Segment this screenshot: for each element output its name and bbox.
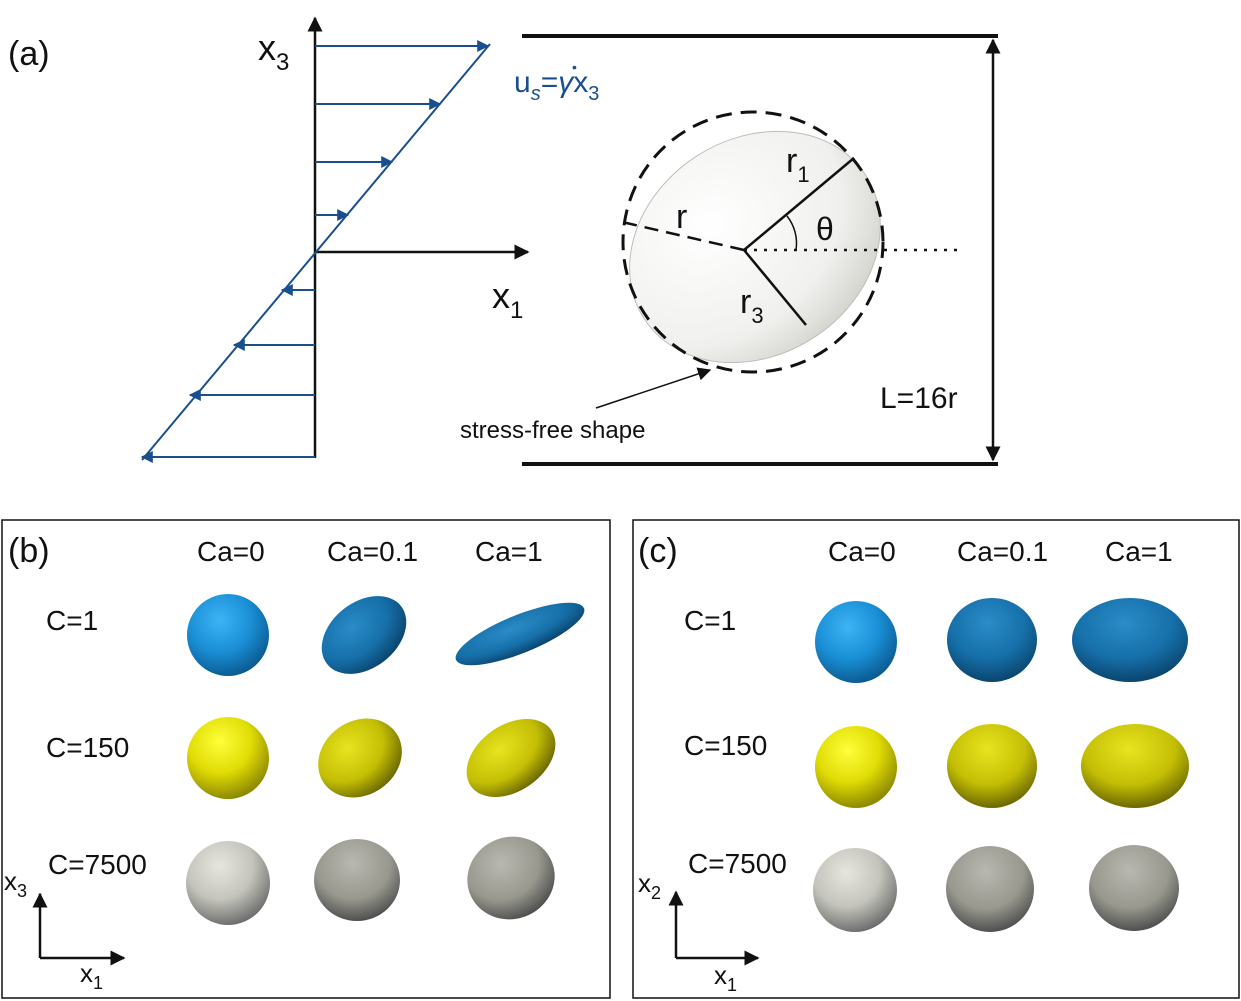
capsule-b-c150-ca0 (187, 717, 269, 799)
capsule-c-c1-ca1 (1072, 598, 1188, 682)
x1-axis-label: x1 (492, 275, 523, 324)
capsule-b-c150-ca01 (318, 718, 402, 798)
panel-b-label: (b) (8, 532, 50, 570)
panel-b-col-ca01: Ca=0.1 (327, 536, 418, 567)
panel-b-col-ca0: Ca=0 (197, 536, 265, 567)
stress-free-circle (621, 110, 885, 374)
panel-b-row-c1: C=1 (46, 605, 98, 636)
capsule-b-c1-ca0 (187, 594, 269, 676)
flow-equation: us=γx3 (514, 66, 599, 105)
panel-b-horizontal-axis-label: x1 (80, 958, 103, 993)
panel-c: (c) Ca=0 Ca=0.1 Ca=1 C=1 C=150 C=7500 x2… (632, 519, 1240, 999)
capsule-b-c7500-ca1 (467, 836, 555, 920)
capsule-c-c7500-ca1 (1089, 845, 1179, 931)
height-label: L=16r (880, 382, 958, 415)
capsule-b-c150-ca1 (466, 719, 556, 797)
radius-r3-line (743, 249, 807, 326)
panel-b: (b) Ca=0 Ca=0.1 Ca=1 C=1 C=150 C=7500 x3… (1, 519, 611, 999)
panel-c-vertical-axis-label: x2 (638, 868, 661, 903)
panel-b-frame (1, 519, 611, 999)
panel-c-row-c7500: C=7500 (688, 848, 787, 879)
panel-c-col-ca01: Ca=0.1 (957, 536, 1048, 567)
panel-c-row-c1: C=1 (684, 605, 736, 636)
radius-r3-label: r3 (740, 283, 764, 328)
capsule-b-c1-ca01 (321, 596, 407, 674)
radius-r1-label: r1 (786, 142, 810, 187)
capsule-c-c150-ca1 (1081, 724, 1189, 808)
panel-c-col-ca1: Ca=1 (1105, 536, 1173, 567)
panel-c-label: (c) (638, 532, 678, 570)
capsule-c-c150-ca0 (815, 726, 897, 808)
panel-b-vertical-axis-label: x3 (4, 866, 27, 901)
capsule-c-c7500-ca01 (946, 846, 1034, 932)
panel-b-col-ca1: Ca=1 (475, 536, 543, 567)
radius-r1-line (743, 157, 855, 251)
panel-b-row-c7500: C=7500 (48, 849, 147, 880)
panel-c-horizontal-axis-label: x1 (714, 960, 737, 995)
capsule-c-c7500-ca0 (813, 848, 897, 932)
panel-a-label: (a) (8, 35, 50, 73)
panel-c-row-c150: C=150 (684, 730, 767, 761)
capsule-b-c1-ca1 (455, 602, 585, 666)
theta-label: θ (816, 211, 834, 247)
panel-c-frame (632, 519, 1240, 999)
angle-arc (786, 215, 798, 251)
panel-c-col-ca0: Ca=0 (828, 536, 896, 567)
stress-free-label: stress-free shape (460, 417, 645, 444)
gamma-dot: • (572, 59, 577, 75)
capsule-b-c7500-ca0 (186, 841, 270, 925)
panel-a: (a) x3 x1 us=γx3 • L=16r (8, 16, 1001, 466)
capsule-c-c1-ca01 (947, 598, 1037, 682)
capsule-c-c1-ca0 (815, 601, 897, 683)
deformed-capsule (629, 130, 881, 364)
x3-axis-label: x3 (258, 27, 289, 76)
stress-free-pointer (595, 367, 712, 409)
panel-b-row-c150: C=150 (46, 732, 129, 763)
radius-r-label: r (676, 198, 687, 236)
capsule-c-c150-ca01 (947, 724, 1037, 808)
capsule-b-c7500-ca01 (314, 839, 400, 921)
